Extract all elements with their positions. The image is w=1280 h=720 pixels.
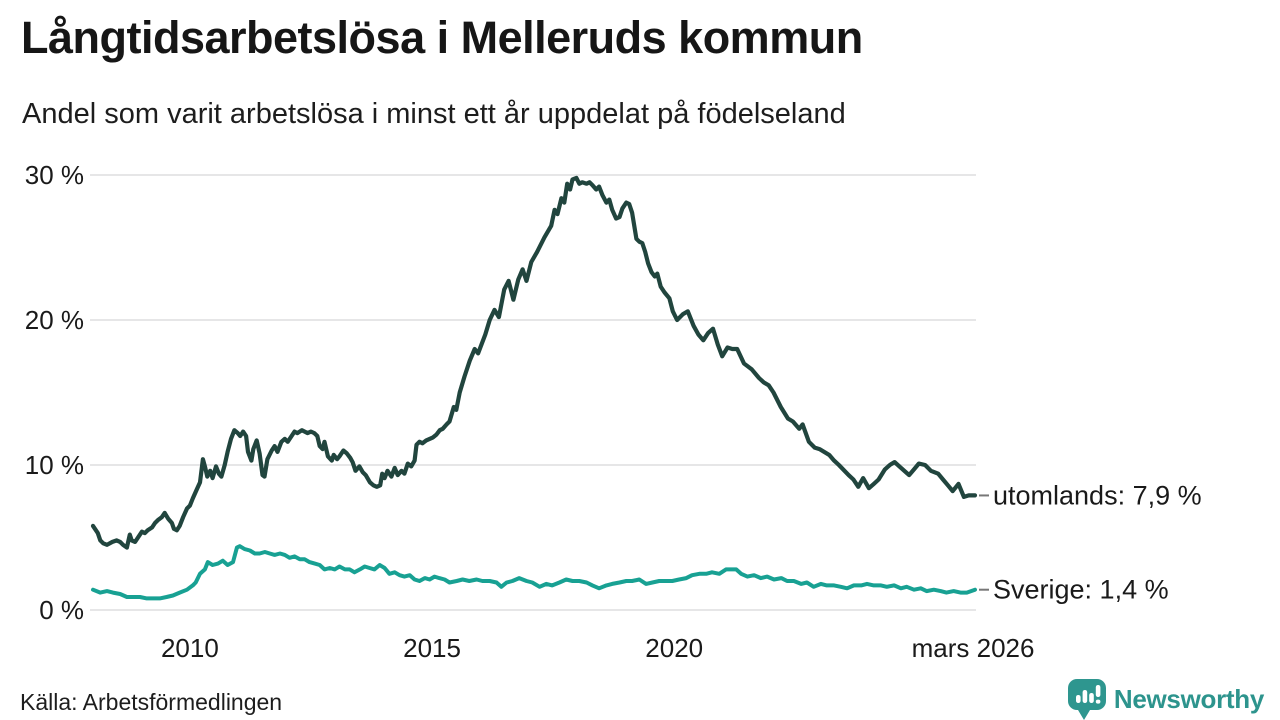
newsworthy-logo: Newsworthy [1067, 679, 1264, 720]
newsworthy-wordmark: Newsworthy [1113, 684, 1264, 714]
x-tick-label-mars-2026: mars 2026 [912, 633, 1035, 663]
series-end-label-utomlands: utomlands: 7,9 % [993, 480, 1202, 510]
y-tick-label-0: 0 % [39, 595, 84, 625]
newsworthy-icon [1067, 679, 1106, 720]
series-line-Sverige [91, 544, 977, 601]
chart-subtitle: Andel som varit arbetslösa i minst ett å… [22, 98, 846, 130]
page-title: Långtidsarbetslösa i Melleruds kommun [21, 12, 863, 63]
y-tick-label-10: 10 % [25, 450, 84, 480]
x-tick-label-2015: 2015 [403, 633, 461, 663]
source-note: Källa: Arbetsförmedlingen [20, 689, 283, 715]
series-end-label-Sverige: Sverige: 1,4 % [993, 575, 1169, 605]
y-tick-label-20: 20 % [25, 305, 84, 335]
series-line-utomlands [90, 175, 978, 550]
x-tick-label-2020: 2020 [645, 633, 703, 663]
x-tick-label-2010: 2010 [161, 633, 219, 663]
y-tick-label-30: 30 % [25, 160, 84, 190]
